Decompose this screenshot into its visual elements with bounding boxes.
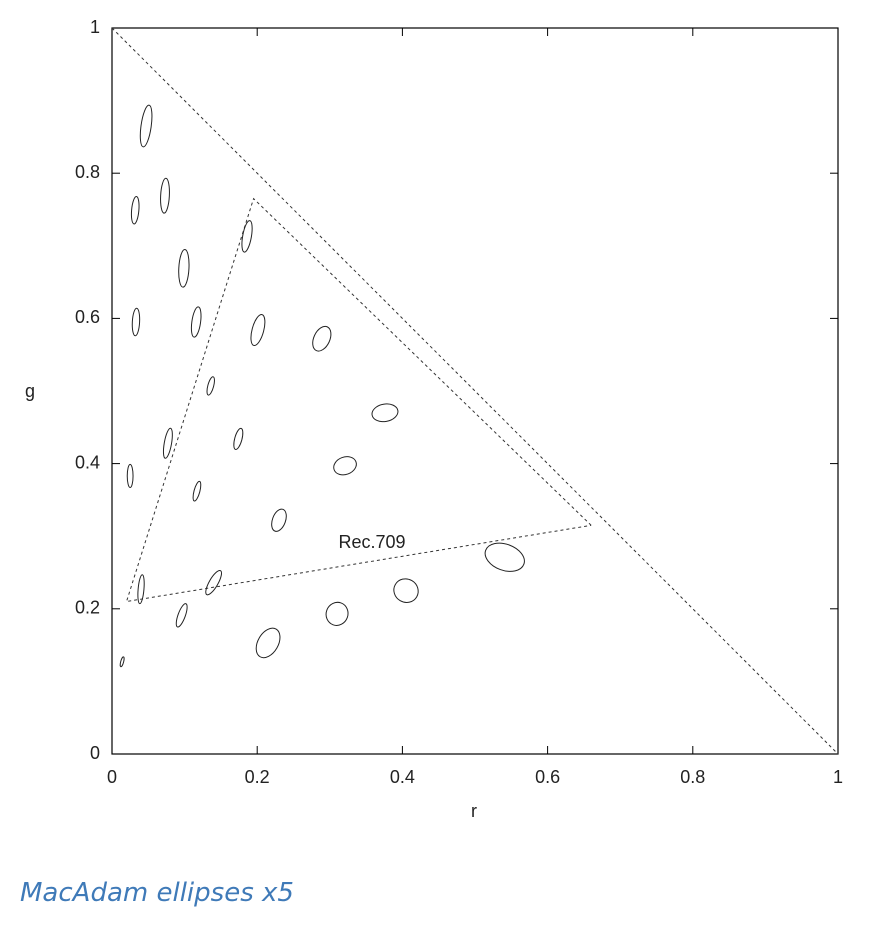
macadam-ellipse xyxy=(205,570,223,596)
macadam-ellipse xyxy=(178,248,190,288)
macadam-ellipse xyxy=(233,427,244,450)
x-tick-label: 1 xyxy=(833,767,843,787)
macadam-ellipse xyxy=(312,325,332,352)
macadam-ellipse xyxy=(271,508,287,532)
macadam-ellipse xyxy=(160,177,170,214)
y-tick-label: 0.2 xyxy=(75,598,100,618)
x-tick-label: 0.2 xyxy=(245,767,270,787)
x-tick-label: 0 xyxy=(107,767,117,787)
y-axis-label: g xyxy=(25,381,35,401)
chart: r g Rec.709 0 0.2 0.4 0.6 0.8 1 0 0.2 0.4 0.6 0.8 1 xyxy=(25,17,843,821)
macadam-ellipse xyxy=(206,376,215,396)
dashed-line xyxy=(111,27,839,755)
y-tick-label: 0 xyxy=(90,743,100,763)
y-tick-label: 0.4 xyxy=(75,452,100,472)
macadam-ellipse xyxy=(130,195,140,225)
macadam-ellipse xyxy=(190,306,202,338)
x-tick-label: 0.6 xyxy=(535,767,560,787)
x-tick-label: 0.4 xyxy=(390,767,415,787)
macadam-ellipse xyxy=(126,463,134,489)
y-tick-label: 1 xyxy=(90,17,100,37)
macadam-ellipse xyxy=(137,574,145,605)
macadam-ellipse xyxy=(131,307,141,337)
dashed-line xyxy=(125,197,592,603)
y-tick-label: 0.8 xyxy=(75,162,100,182)
macadam-ellipse xyxy=(175,603,188,628)
macadam-ellipse xyxy=(325,601,349,626)
y-tick-label: 0.6 xyxy=(75,307,100,327)
x-tick-label: 0.8 xyxy=(680,767,705,787)
macadam-ellipse xyxy=(162,427,173,459)
macadam-ellipse xyxy=(241,220,253,253)
macadam-ellipse xyxy=(250,314,266,347)
macadam-ellipse xyxy=(119,656,125,668)
macadam-ellipse xyxy=(255,627,281,659)
macadam-ellipse xyxy=(192,480,202,502)
plot-frame xyxy=(111,27,839,755)
annotation: Rec.709 xyxy=(338,532,405,552)
macadam-ellipse xyxy=(139,104,153,148)
caption: MacAdam ellipses x5 xyxy=(20,878,294,908)
macadam-ellipse xyxy=(333,456,357,476)
macadam-ellipse xyxy=(371,403,399,423)
x-axis-label: r xyxy=(471,801,477,821)
macadam-ellipse xyxy=(484,542,525,572)
macadam-ellipse xyxy=(393,578,419,603)
